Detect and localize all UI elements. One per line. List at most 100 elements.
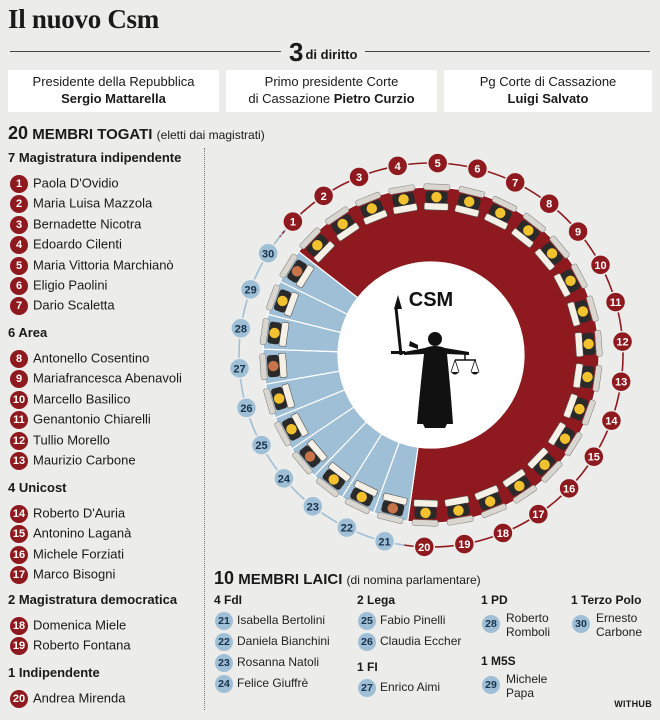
seat-chair [388, 184, 418, 215]
member-number-badge: 7 [10, 297, 28, 316]
member-name: Eligio Paolini [33, 277, 108, 293]
member-name: Domenica Miele [33, 617, 127, 633]
seat-chair [553, 263, 588, 298]
seat-number: 23 [307, 501, 319, 513]
member-number-badge: 12 [10, 431, 28, 450]
seat-chair [344, 480, 379, 514]
chair-back [458, 186, 485, 198]
seat-chair [483, 196, 518, 230]
member-name: Marco Bisogni [33, 566, 116, 582]
member-name: Isabella Bertolini [237, 613, 326, 628]
member-item: 4 Edoardo Cilenti [10, 236, 122, 255]
member-name: Claudia Eccher [380, 634, 462, 649]
member-item: 16 Michele Forziati [10, 545, 124, 564]
togati-count: 20 [8, 123, 29, 143]
chair-back [446, 515, 474, 526]
head [268, 360, 279, 372]
seat-number: 2 [321, 191, 327, 203]
seat-chair [572, 363, 603, 392]
member-item: 20 Andrea Mirenda [10, 690, 126, 708]
chair-back [263, 388, 276, 415]
seat-number-badge [558, 477, 580, 500]
desk [423, 202, 449, 211]
chair-back [325, 206, 349, 225]
laici-count: 10 [214, 568, 235, 588]
head [574, 403, 585, 415]
head [387, 503, 398, 514]
chair-back [292, 451, 313, 475]
seat-chair [259, 352, 288, 381]
member-number-badge: 26 [358, 633, 376, 651]
seat-number: 5 [435, 158, 441, 170]
member-name: Felice Giuffrè [237, 676, 309, 691]
desk [527, 447, 549, 469]
member-item: 13 Maurizio Carbone [10, 452, 136, 470]
seat-number: 3 [356, 172, 362, 184]
top-member-box-1: Presidente della Repubblica Sergio Matta… [8, 70, 219, 112]
member-number-badge: 16 [10, 545, 28, 564]
seat-chair [502, 468, 537, 504]
head [583, 338, 594, 350]
chair-back [423, 183, 451, 191]
top-member-name: Pietro Curzio [333, 91, 415, 106]
head [484, 496, 496, 507]
seat-number: 19 [458, 539, 470, 551]
head [565, 275, 576, 287]
seat-chair [411, 499, 439, 527]
seat-chair [563, 393, 596, 426]
member-number-badge: 2 [10, 195, 28, 214]
desk [413, 499, 439, 508]
seat-number-badge [282, 210, 304, 233]
seat-number-badge [273, 467, 295, 490]
chair-back [355, 191, 381, 207]
seat-number: 7 [512, 177, 518, 189]
csm-center-label: CSM [409, 289, 453, 311]
seat-number: 26 [240, 403, 252, 415]
seat-number: 17 [532, 509, 544, 521]
member-name: Antonino Laganà [33, 525, 132, 541]
member-number-badge: 14 [10, 505, 28, 523]
seat-number-badge [504, 171, 526, 194]
seat-chair [547, 421, 583, 457]
member-item: 17 Marco Bisogni [10, 566, 116, 585]
seat-chair [259, 318, 290, 347]
seat-number-badge [492, 522, 514, 544]
desk [563, 393, 578, 419]
member-name: Maurizio Carbone [33, 452, 136, 468]
member-name: Edoardo Cilenti [33, 236, 122, 252]
chair-back [492, 196, 518, 212]
member-name: Roberto Fontana [33, 637, 131, 653]
credit-logo: WITHUB [614, 699, 652, 709]
head [269, 327, 280, 339]
seat-chairs [259, 183, 603, 527]
member-name-line2: Papa [506, 686, 535, 700]
head [273, 393, 285, 404]
top-member-role2: di Cassazione [248, 91, 331, 106]
seat-chair [534, 235, 570, 271]
seat-number-badge [257, 242, 279, 265]
seat-number: 28 [235, 323, 247, 335]
member-number-badge: 17 [10, 566, 28, 585]
chair-back [316, 477, 340, 498]
seat-number: 24 [278, 473, 291, 485]
desk [328, 462, 351, 482]
member-name: Enrico Aimi [380, 680, 441, 695]
seat-chair [316, 462, 351, 498]
chair-back [513, 485, 537, 504]
top-member-role: Presidente della Repubblica [32, 74, 195, 89]
group-label: 7 Magistratura indipendente [8, 150, 182, 165]
seat-number: 29 [244, 284, 256, 296]
chair-back [549, 235, 570, 259]
member-number-badge: 27 [358, 679, 376, 697]
diritto-count: 3 [289, 37, 304, 67]
seat-number: 13 [615, 377, 627, 389]
member-name: Maria Luisa Mazzola [33, 195, 153, 211]
seat-number: 10 [594, 260, 606, 272]
laici-member-item: 27 Enrico Aimi [358, 679, 440, 697]
seat-number: 14 [605, 416, 618, 428]
member-number-badge: 9 [10, 370, 28, 389]
seat-number-badge [348, 166, 370, 188]
laici-group-label: 2 Lega [357, 593, 396, 607]
member-number-badge: 8 [10, 350, 28, 368]
